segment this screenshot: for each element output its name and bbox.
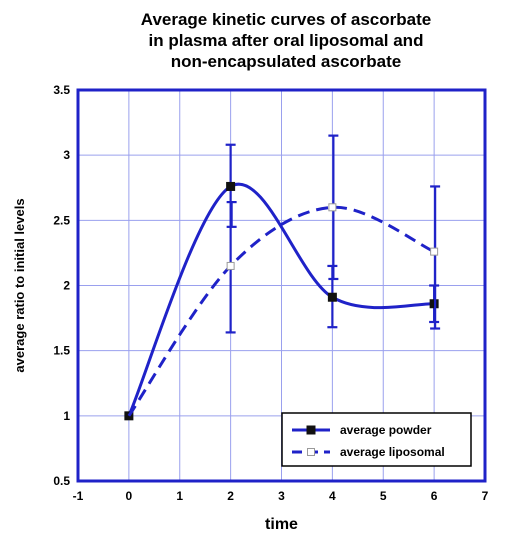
plot-frame: [76, 88, 487, 483]
x-tick-label: 2: [227, 489, 234, 503]
legend-swatch-marker: [307, 448, 315, 456]
x-tick-label: 3: [278, 489, 285, 503]
x-tick-label: 1: [176, 489, 183, 503]
y-axis-title: average ratio to initial levels: [12, 198, 27, 372]
legend: average powder average liposomal: [281, 412, 472, 467]
tick-labels: -1 0 1 2 3 4 5 6 7 0.5 1 1.5 2 2.5 3 3.5: [53, 83, 488, 503]
x-tick-label: 6: [431, 489, 438, 503]
y-tick-label: 3: [63, 148, 70, 162]
y-tick-label: 0.5: [53, 474, 70, 488]
x-tick-label: 7: [482, 489, 489, 503]
legend-label: average powder: [340, 423, 432, 437]
chart-title: Average kinetic curves of ascorbate in pl…: [141, 10, 431, 71]
legend-box: [281, 412, 472, 467]
x-tick-label: -1: [73, 489, 84, 503]
data-point: [226, 261, 235, 270]
x-tick-label: 5: [380, 489, 387, 503]
y-tick-label: 3.5: [53, 83, 70, 97]
data-point: [226, 181, 236, 191]
series-average-liposomal: [127, 134, 441, 417]
legend-swatch-marker: [306, 425, 316, 435]
y-tick-label: 2.5: [53, 213, 70, 227]
y-tick-label: 1.5: [53, 344, 70, 358]
x-tick-label: 4: [329, 489, 336, 503]
chart-title-line: Average kinetic curves of ascorbate: [141, 10, 431, 29]
legend-label: average liposomal: [340, 445, 445, 459]
data-point: [430, 247, 439, 256]
series-line-average-liposomal: [127, 205, 435, 417]
series-line-average-powder: [127, 182, 435, 417]
series-layer: [124, 134, 441, 421]
chart-title-line: in plasma after oral liposomal and: [149, 31, 424, 50]
data-point: [327, 292, 337, 302]
x-axis-title: time: [265, 516, 298, 533]
y-tick-label: 1: [63, 409, 70, 423]
y-tick-label: 2: [63, 279, 70, 293]
x-tick-label: 0: [126, 489, 133, 503]
data-point: [328, 203, 337, 212]
chart-title-line: non-encapsulated ascorbate: [171, 52, 402, 71]
